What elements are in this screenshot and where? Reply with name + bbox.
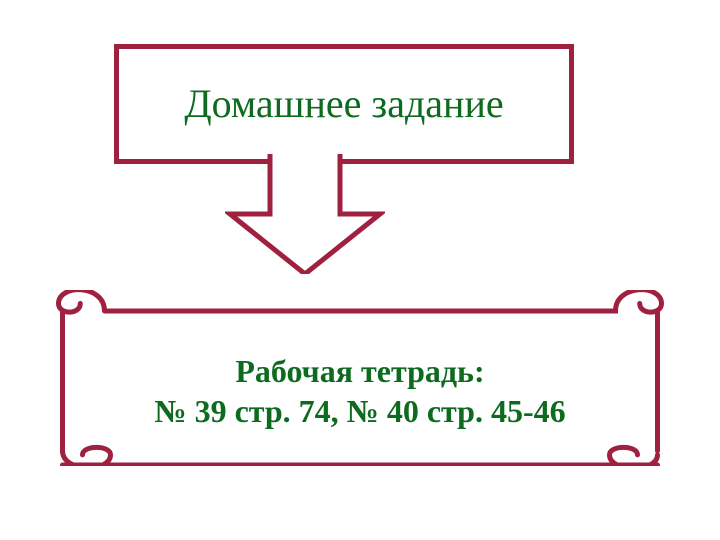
slide-stage: Домашнее задание Рабочая тетрадь: № 39 с… — [0, 0, 720, 540]
scroll-text-line2: № 39 стр. 74, № 40 стр. 45-46 — [154, 391, 565, 431]
scroll-text-container: Рабочая тетрадь: № 39 стр. 74, № 40 стр.… — [94, 317, 626, 465]
homework-title-text: Домашнее задание — [184, 82, 503, 126]
scroll-text-line1: Рабочая тетрадь: — [235, 351, 484, 391]
homework-title-box: Домашнее задание — [114, 44, 574, 164]
down-arrow-icon — [225, 154, 385, 274]
